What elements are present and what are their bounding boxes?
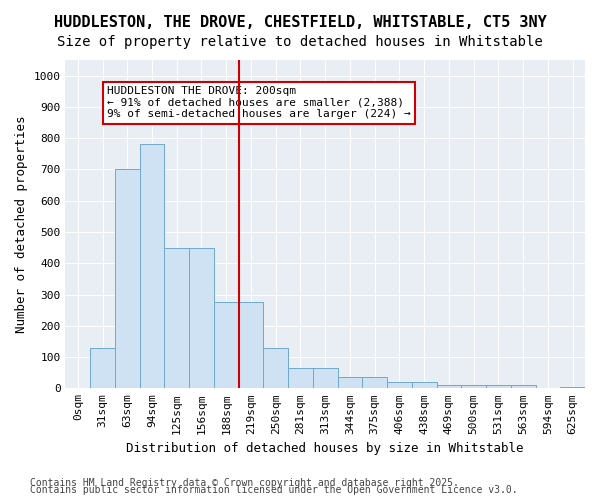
X-axis label: Distribution of detached houses by size in Whitstable: Distribution of detached houses by size …	[127, 442, 524, 455]
Bar	[362, 378, 387, 388]
Bar	[560, 386, 585, 388]
Text: HUDDLESTON, THE DROVE, CHESTFIELD, WHITSTABLE, CT5 3NY: HUDDLESTON, THE DROVE, CHESTFIELD, WHITS…	[53, 15, 547, 30]
Y-axis label: Number of detached properties: Number of detached properties	[15, 116, 28, 333]
Bar	[140, 144, 164, 388]
Bar	[239, 302, 263, 388]
Bar	[115, 170, 140, 388]
Text: HUDDLESTON THE DROVE: 200sqm
← 91% of detached houses are smaller (2,388)
9% of : HUDDLESTON THE DROVE: 200sqm ← 91% of de…	[107, 86, 411, 120]
Bar	[511, 385, 536, 388]
Bar	[338, 378, 362, 388]
Bar	[313, 368, 338, 388]
Bar	[387, 382, 412, 388]
Bar	[90, 348, 115, 389]
Bar	[486, 385, 511, 388]
Bar	[214, 302, 239, 388]
Bar	[164, 248, 189, 388]
Text: Contains HM Land Registry data © Crown copyright and database right 2025.: Contains HM Land Registry data © Crown c…	[30, 478, 459, 488]
Bar	[288, 368, 313, 388]
Text: Contains public sector information licensed under the Open Government Licence v3: Contains public sector information licen…	[30, 485, 518, 495]
Bar	[189, 248, 214, 388]
Bar	[263, 348, 288, 389]
Bar	[461, 385, 486, 388]
Bar	[437, 385, 461, 388]
Text: Size of property relative to detached houses in Whitstable: Size of property relative to detached ho…	[57, 35, 543, 49]
Bar	[412, 382, 437, 388]
